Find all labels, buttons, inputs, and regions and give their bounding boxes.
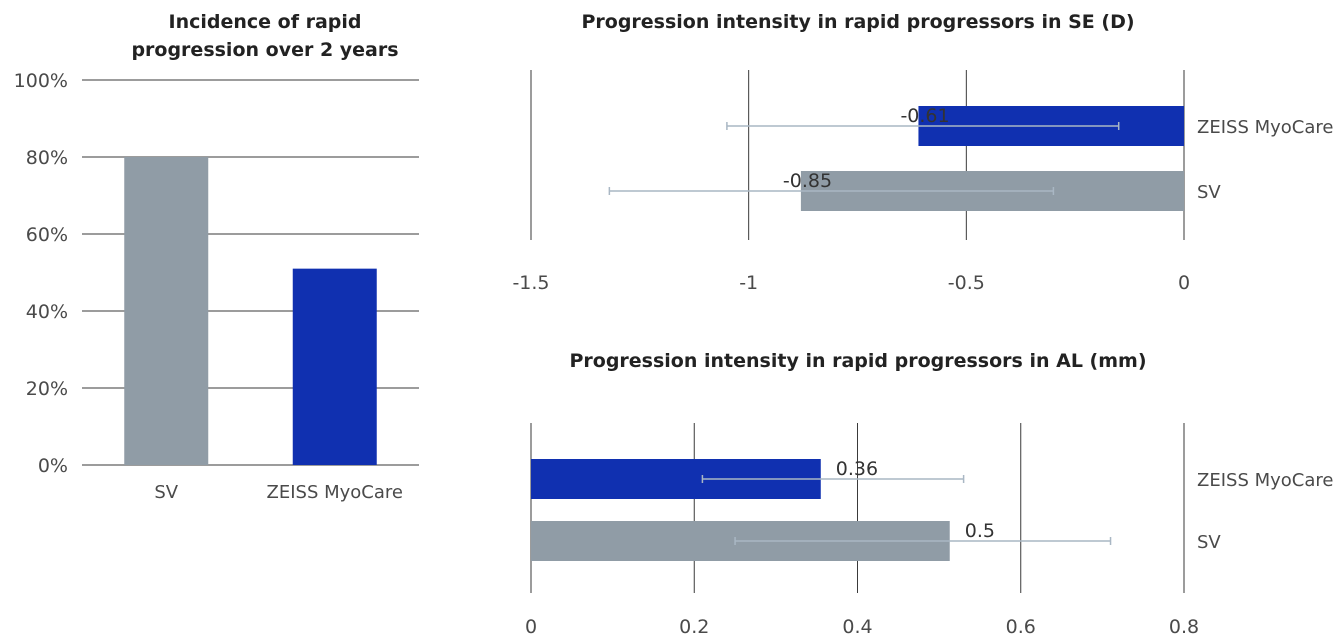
x-tick-label: 0.6 — [1006, 616, 1036, 634]
data-label: 0.5 — [965, 520, 995, 542]
x-tick-label: SV — [154, 482, 178, 503]
data-label: -0.85 — [783, 170, 832, 192]
x-tick-label: 0.4 — [842, 616, 872, 634]
chart-title-line-2: progression over 2 years — [131, 39, 398, 61]
x-tick-label: 0.2 — [679, 616, 709, 634]
bar — [124, 157, 209, 465]
chart-se: Progression intensity in rapid progresso… — [512, 11, 1333, 294]
x-tick-label: 0.8 — [1169, 616, 1199, 634]
chart-incidence: Incidence of rapid progression over 2 ye… — [14, 11, 419, 503]
x-tick-label: -1.5 — [512, 272, 549, 294]
x-tick-label: -0.5 — [948, 272, 985, 294]
y-tick-label: 100% — [14, 70, 68, 92]
chart-title: Progression intensity in rapid progresso… — [581, 11, 1134, 33]
data-label: -0.61 — [900, 105, 949, 127]
category-label: SV — [1197, 532, 1221, 553]
data-label: 0.36 — [836, 458, 878, 480]
y-tick-label: 60% — [26, 224, 68, 246]
y-tick-label: 20% — [26, 378, 68, 400]
y-tick-label: 0% — [38, 455, 68, 477]
category-label: ZEISS MyoCare — [1197, 470, 1333, 491]
x-tick-label: -1 — [739, 272, 758, 294]
x-tick-label: 0 — [525, 616, 537, 634]
bar — [292, 268, 377, 465]
y-tick-label: 40% — [26, 301, 68, 323]
chart-title-line-1: Incidence of rapid — [169, 11, 362, 33]
chart-title: Progression intensity in rapid progresso… — [569, 350, 1146, 372]
chart-al: Progression intensity in rapid progresso… — [525, 350, 1334, 634]
y-tick-label: 80% — [26, 147, 68, 169]
x-tick-label: ZEISS MyoCare — [267, 482, 403, 503]
category-label: ZEISS MyoCare — [1197, 117, 1333, 138]
category-label: SV — [1197, 182, 1221, 203]
x-tick-label: 0 — [1178, 272, 1190, 294]
